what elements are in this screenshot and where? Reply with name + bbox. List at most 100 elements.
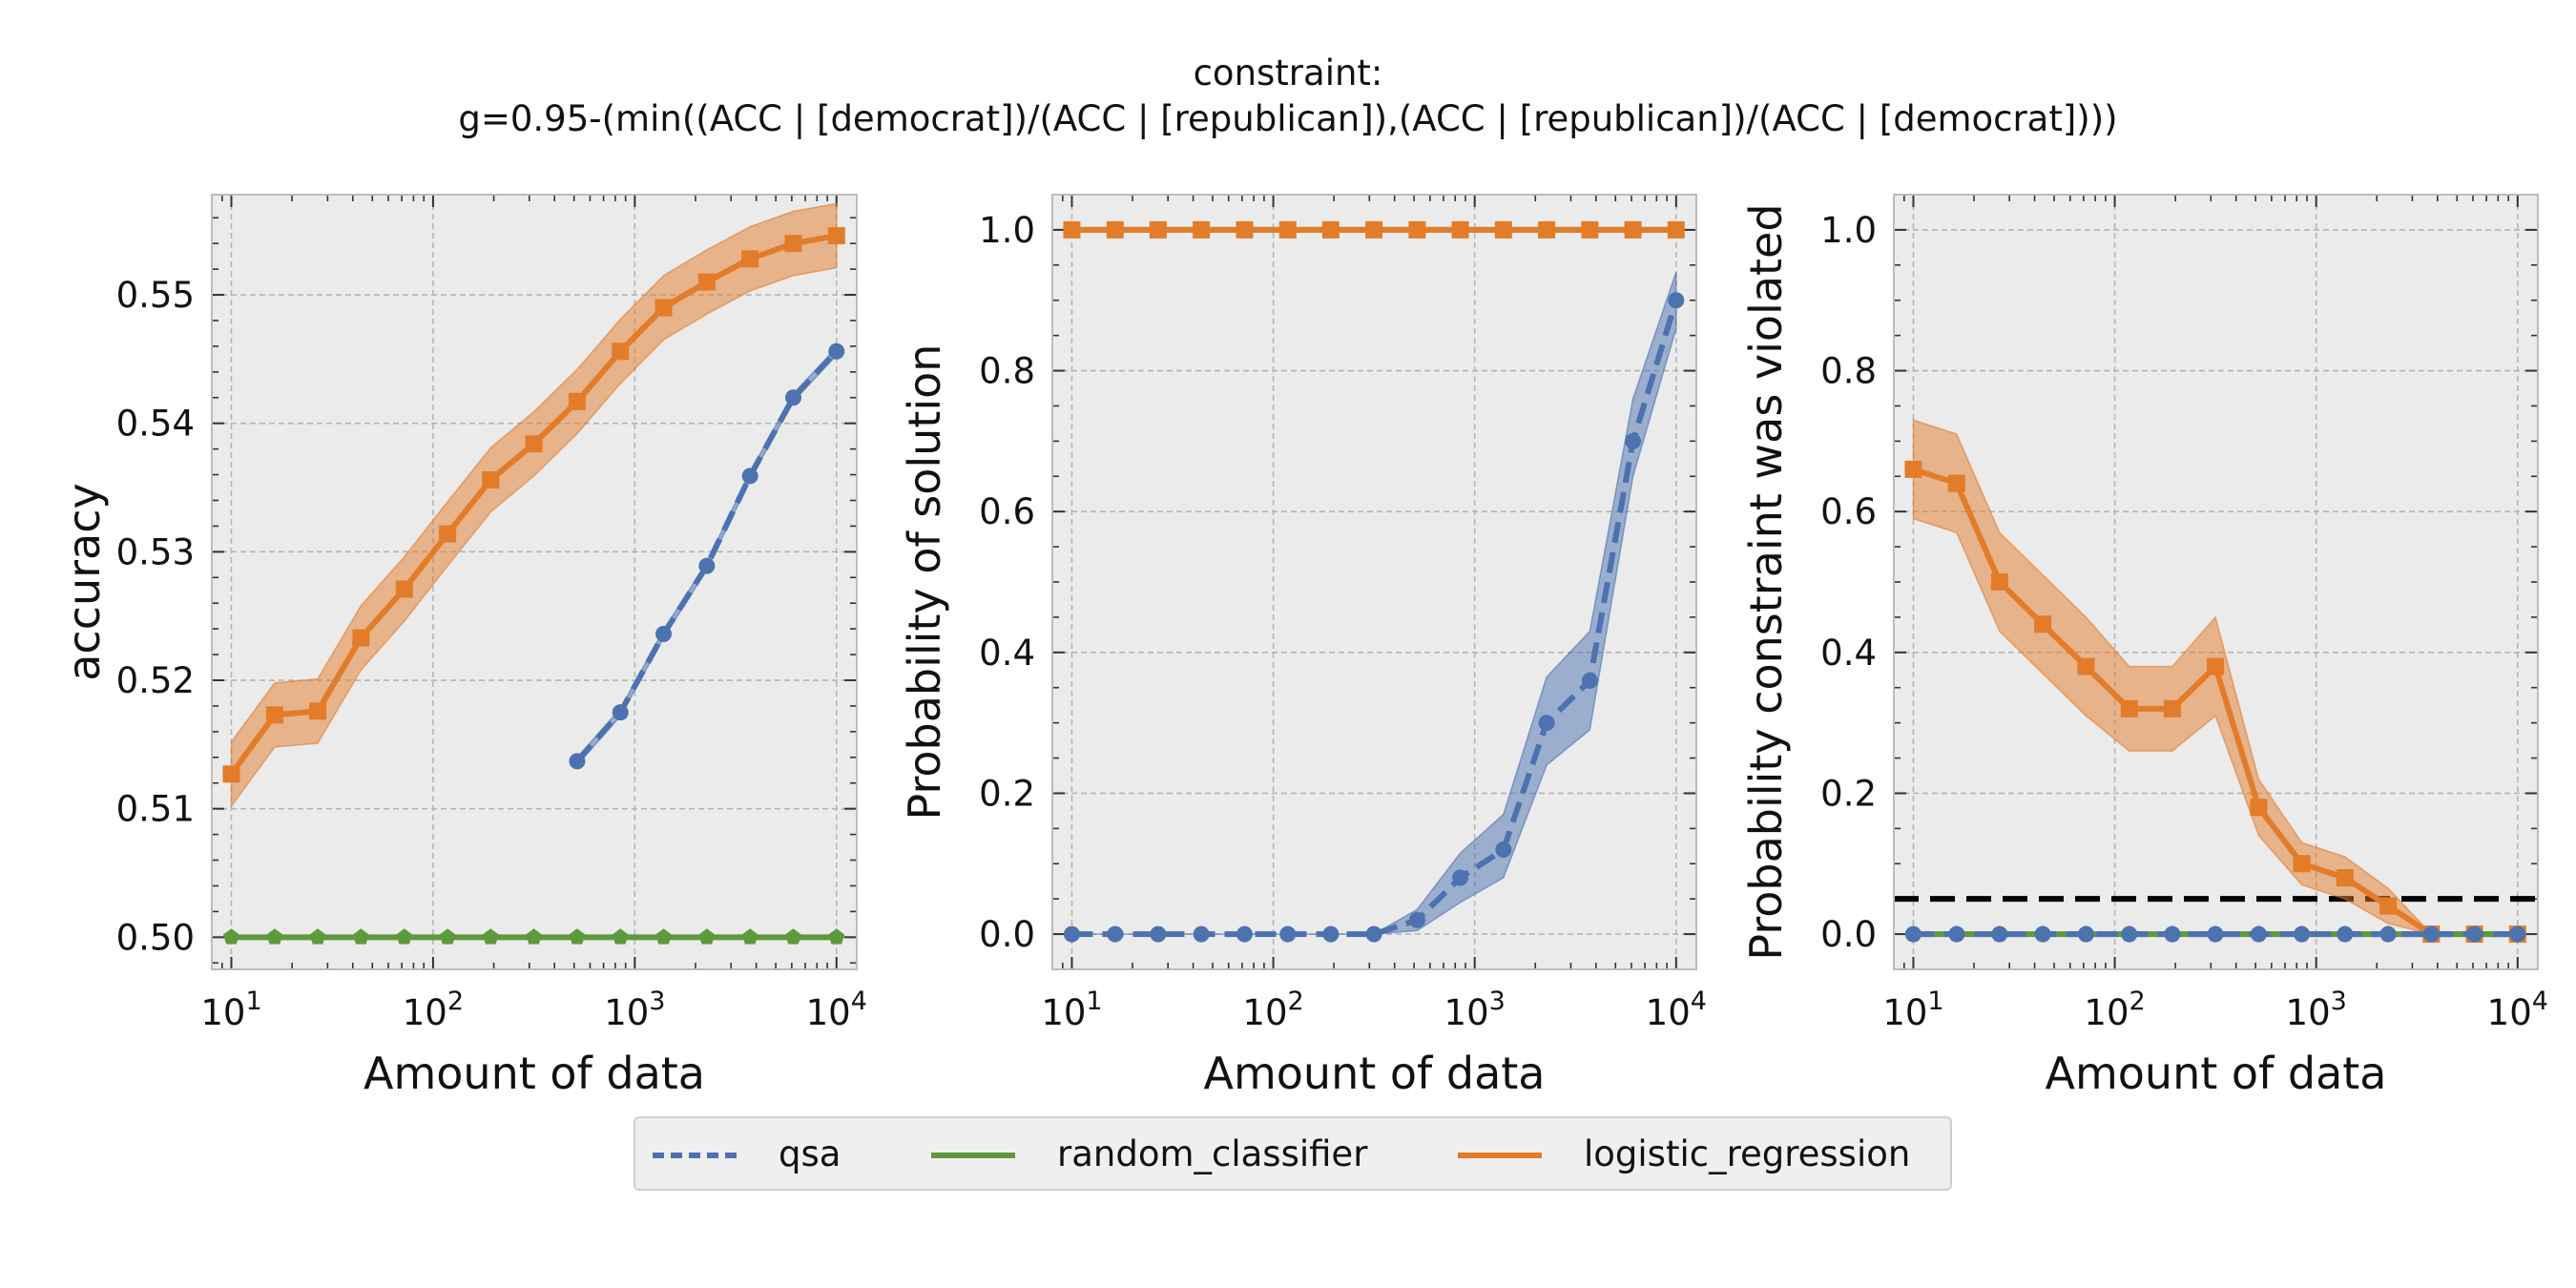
- data-point-qsa: [1495, 841, 1512, 859]
- y-tick-label: 0.50: [116, 917, 195, 958]
- legend: qsa random_classifier logistic_regressio…: [634, 1116, 1952, 1191]
- data-point-qsa: [2294, 925, 2311, 943]
- data-point-logistic-regression: [2293, 855, 2311, 873]
- y-axis-label: Probability of solution: [899, 344, 950, 821]
- y-axis-label: Probability constraint was violated: [1740, 203, 1792, 960]
- data-point-logistic-regression: [1494, 220, 1512, 239]
- data-point-random-classifier: [266, 928, 283, 945]
- data-point-logistic-regression: [1624, 220, 1642, 239]
- y-tick-label: 0.6: [979, 491, 1035, 532]
- y-tick-label: 0.0: [979, 914, 1035, 955]
- data-point-qsa: [1193, 925, 1210, 943]
- data-point-random-classifier: [784, 928, 801, 945]
- data-point-qsa: [1279, 925, 1297, 943]
- data-point-logistic-regression: [439, 525, 457, 543]
- x-axis-label: Amount of data: [2046, 1048, 2387, 1099]
- x-axis-label: Amount of data: [1204, 1048, 1546, 1099]
- x-tick-label: 102: [403, 987, 464, 1033]
- data-point-random-classifier: [828, 928, 845, 945]
- data-point-qsa: [1150, 925, 1167, 943]
- data-point-logistic-regression: [1451, 220, 1469, 239]
- x-tick-label: 101: [200, 987, 261, 1033]
- data-point-qsa: [2422, 925, 2440, 943]
- data-point-qsa: [612, 704, 629, 721]
- y-axis-label: accuracy: [58, 483, 110, 681]
- data-point-random-classifier: [526, 928, 543, 945]
- data-point-logistic-regression: [525, 435, 543, 453]
- panel-accuracy: 101 102 103 104 0.50 0.51 0.52 0.53 0.54 0.55 Amou…: [58, 194, 867, 1099]
- plot-frame: [1051, 194, 1697, 970]
- data-point-qsa: [569, 753, 586, 770]
- data-point-qsa: [1063, 925, 1080, 943]
- data-point-logistic-regression: [1947, 474, 1965, 492]
- legend-label-logistic-regression: logistic_regression: [1584, 1133, 1911, 1174]
- data-point-qsa: [2034, 925, 2051, 943]
- data-point-logistic-regression: [2250, 799, 2268, 817]
- data-point-qsa: [1236, 925, 1253, 943]
- data-point-qsa: [1452, 869, 1469, 886]
- data-point-logistic-regression: [352, 629, 370, 647]
- data-point-random-classifier: [222, 928, 239, 945]
- data-point-qsa: [1581, 672, 1598, 689]
- y-tick-label: 0.54: [116, 404, 195, 445]
- data-point-logistic-regression: [697, 273, 716, 291]
- y-tick-label: 0.55: [116, 275, 195, 316]
- data-point-logistic-regression: [482, 470, 500, 488]
- x-axis-label: Amount of data: [364, 1048, 705, 1099]
- y-tick-label: 0.4: [979, 633, 1035, 674]
- data-point-qsa: [2379, 925, 2397, 943]
- data-point-logistic-regression: [1365, 220, 1383, 239]
- y-tick-label: 1.0: [979, 210, 1035, 251]
- data-point-qsa: [655, 626, 673, 643]
- data-point-logistic-regression: [1581, 220, 1599, 239]
- data-point-qsa: [698, 557, 716, 574]
- data-point-random-classifier: [655, 928, 673, 945]
- data-point-qsa: [1365, 925, 1382, 943]
- data-point-random-classifier: [569, 928, 586, 945]
- data-point-random-classifier: [309, 928, 326, 945]
- data-point-random-classifier: [439, 928, 456, 945]
- plot-area: [212, 195, 857, 969]
- data-point-random-classifier: [741, 928, 758, 945]
- data-point-logistic-regression: [1236, 220, 1254, 239]
- data-point-random-classifier: [396, 928, 413, 945]
- data-point-logistic-regression: [1667, 220, 1685, 239]
- legend-label-random-classifier: random_classifier: [1057, 1133, 1368, 1174]
- x-tick-label: 101: [1882, 987, 1943, 1033]
- data-point-qsa: [2207, 925, 2224, 943]
- data-point-random-classifier: [482, 928, 499, 945]
- data-point-logistic-regression: [2163, 699, 2181, 717]
- data-point-qsa: [2509, 925, 2526, 943]
- data-point-logistic-regression: [1149, 220, 1167, 239]
- data-point-logistic-regression: [1408, 220, 1426, 239]
- data-point-logistic-regression: [612, 343, 630, 361]
- data-point-random-classifier: [352, 928, 369, 945]
- x-tick-label: 104: [806, 987, 867, 1033]
- x-tick-label: 102: [1242, 987, 1303, 1033]
- y-tick-label: 0.53: [116, 531, 195, 572]
- y-tick-label: 0.8: [1820, 351, 1877, 392]
- data-point-logistic-regression: [1278, 220, 1297, 239]
- data-point-qsa: [784, 389, 801, 406]
- chart-title-line1: constraint:: [1193, 52, 1383, 93]
- y-tick-label: 0.52: [116, 660, 195, 701]
- data-point-logistic-regression: [827, 227, 845, 245]
- x-tick-label: 104: [2487, 987, 2548, 1033]
- data-point-logistic-regression: [395, 580, 413, 598]
- data-point-logistic-regression: [1904, 460, 1922, 478]
- y-tick-label: 0.8: [979, 351, 1035, 392]
- data-point-logistic-regression: [2379, 897, 2398, 915]
- data-point-qsa: [828, 343, 845, 360]
- chart-title-line2: g=0.95-(min((ACC | [democrat])/(ACC | [r…: [458, 98, 2118, 139]
- data-point-qsa: [1322, 925, 1340, 943]
- legend-label-qsa: qsa: [779, 1133, 841, 1174]
- data-point-qsa: [1625, 432, 1642, 449]
- data-point-qsa: [1668, 292, 1685, 309]
- y-tick-label: 0.2: [1820, 773, 1877, 814]
- data-point-qsa: [1408, 911, 1425, 928]
- data-point-logistic-regression: [568, 392, 586, 410]
- data-point-qsa: [2077, 925, 2094, 943]
- data-point-logistic-regression: [2207, 657, 2225, 675]
- plot-frame: [211, 194, 858, 970]
